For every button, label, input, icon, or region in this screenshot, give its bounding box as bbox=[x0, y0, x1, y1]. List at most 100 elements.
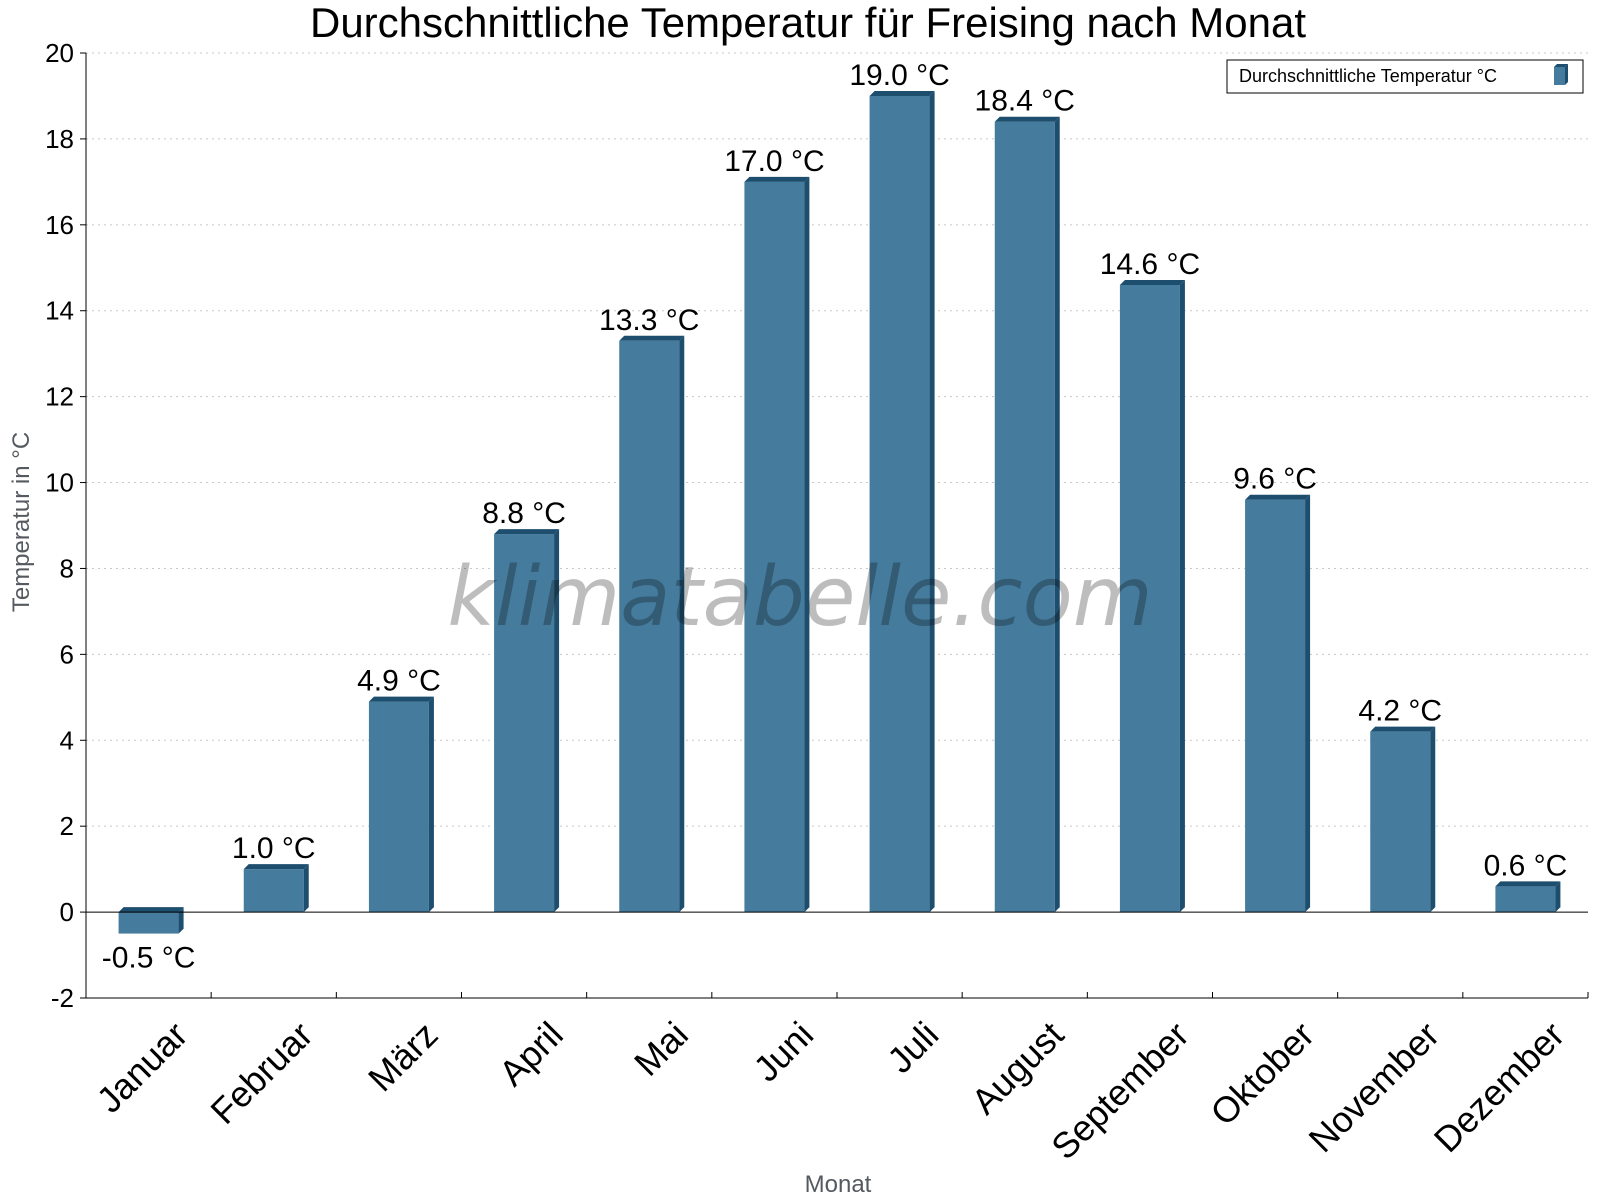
bar-front bbox=[1119, 284, 1180, 913]
bar-front bbox=[243, 869, 304, 913]
bar-front bbox=[619, 340, 680, 913]
bar-side bbox=[1430, 726, 1436, 913]
x-tick-label: Mai bbox=[626, 1014, 696, 1084]
y-tick-label: -2 bbox=[51, 983, 74, 1013]
bar-top bbox=[744, 176, 810, 182]
x-axis: Januar Februar März April Mai Juni Juli AugustS… bbox=[86, 911, 1589, 1168]
bar-april bbox=[494, 529, 560, 913]
bar-side bbox=[428, 696, 434, 913]
x-tick-label: Februar bbox=[202, 1014, 320, 1132]
bar-top bbox=[869, 90, 935, 96]
data-label: 1.0 °C bbox=[232, 832, 316, 865]
bar-märz bbox=[368, 696, 434, 913]
x-tick-label: Dezember bbox=[1426, 1014, 1572, 1160]
legend-swatch-front bbox=[1554, 67, 1565, 85]
y-axis: -2 0 2 4 6 8 10 12 14 16 18 20 bbox=[45, 38, 87, 1013]
legend: Durchschnittliche Temperatur °C bbox=[1226, 59, 1584, 94]
bar-top bbox=[619, 335, 685, 341]
y-tick-label: 8 bbox=[60, 553, 74, 583]
data-label: 18.4 °C bbox=[975, 85, 1075, 118]
legend-swatch-side bbox=[1565, 64, 1568, 85]
y-tick-label: 14 bbox=[45, 296, 74, 326]
bar-september bbox=[1119, 279, 1185, 913]
bar-top bbox=[1119, 279, 1185, 285]
bar-side bbox=[303, 864, 309, 913]
bar-januar bbox=[118, 907, 184, 934]
y-tick-label: 16 bbox=[45, 210, 74, 240]
bar-side bbox=[554, 529, 560, 913]
bar-oktober bbox=[1245, 494, 1311, 913]
bar-front bbox=[118, 912, 179, 934]
bar-side bbox=[804, 176, 810, 913]
data-label: 13.3 °C bbox=[599, 304, 699, 337]
bar-august bbox=[994, 116, 1060, 913]
legend-label: Durchschnittliche Temperatur °C bbox=[1239, 66, 1497, 86]
bar-november bbox=[1370, 726, 1436, 913]
bar-top bbox=[243, 864, 309, 870]
data-label: 4.2 °C bbox=[1358, 695, 1442, 728]
bar-mai bbox=[619, 335, 685, 913]
grid-lines bbox=[86, 52, 1588, 827]
legend-swatch-top bbox=[1554, 64, 1568, 67]
watermark: klimatabelle.com bbox=[447, 550, 1152, 645]
bar-februar bbox=[243, 864, 309, 913]
bar-side bbox=[178, 907, 184, 934]
y-tick-label: 20 bbox=[45, 38, 74, 68]
x-tick-label: März bbox=[360, 1014, 446, 1100]
bars bbox=[118, 90, 1561, 934]
bar-front bbox=[494, 534, 555, 913]
bar-front bbox=[994, 121, 1055, 913]
x-axis-title: Monat bbox=[805, 1171, 872, 1198]
bar-front bbox=[869, 95, 930, 913]
y-tick-label: 18 bbox=[45, 124, 74, 154]
y-tick-label: 4 bbox=[60, 725, 74, 755]
data-label: 17.0 °C bbox=[724, 145, 824, 178]
bar-dezember bbox=[1495, 881, 1561, 913]
bar-front bbox=[368, 701, 429, 913]
bar-top bbox=[994, 116, 1060, 122]
x-tick-label: Juni bbox=[745, 1014, 821, 1090]
bar-front bbox=[1245, 499, 1306, 913]
bar-side bbox=[679, 335, 685, 913]
bar-juli bbox=[869, 90, 935, 913]
bar-side bbox=[1555, 881, 1561, 913]
data-label: 0.6 °C bbox=[1484, 849, 1568, 882]
bar-side bbox=[929, 90, 935, 913]
bar-side bbox=[1054, 116, 1060, 913]
bar-side bbox=[1179, 279, 1185, 913]
bar-top bbox=[494, 529, 560, 535]
data-label: 8.8 °C bbox=[482, 497, 566, 530]
bar-front bbox=[1370, 731, 1431, 913]
y-axis-title: Temperatur in °C bbox=[8, 432, 35, 612]
y-tick-label: 12 bbox=[45, 382, 74, 412]
y-tick-label: 10 bbox=[45, 468, 74, 498]
legend-box bbox=[1226, 59, 1584, 94]
bar-side bbox=[1305, 494, 1311, 913]
bar-top bbox=[1245, 494, 1311, 500]
bar-top bbox=[1495, 881, 1561, 887]
bar-top bbox=[118, 907, 184, 913]
data-labels: -0.5 °C 1.0 °C 4.9 °C 8.8 °C 13.3 °C 17.0 °C 1… bbox=[102, 59, 1568, 975]
data-label: 19.0 °C bbox=[849, 59, 949, 92]
bar-top bbox=[368, 696, 434, 702]
chart-title: Durchschnittliche Temperatur für Freisin… bbox=[310, 0, 1306, 46]
x-tick-label: September bbox=[1043, 1014, 1197, 1168]
bar-front bbox=[1495, 886, 1556, 913]
x-tick-label: Oktober bbox=[1202, 1014, 1322, 1134]
legend-swatch bbox=[1554, 64, 1568, 85]
y-tick-label: 0 bbox=[60, 897, 74, 927]
x-tick-label: April bbox=[491, 1014, 571, 1094]
data-label: 14.6 °C bbox=[1100, 248, 1200, 281]
x-tick-label: Juli bbox=[879, 1014, 946, 1081]
y-tick-label: 6 bbox=[60, 639, 74, 669]
bar-top bbox=[1370, 726, 1436, 732]
x-tick-label: August bbox=[963, 1014, 1071, 1122]
bar-front bbox=[744, 181, 805, 913]
bar-juni bbox=[744, 176, 810, 913]
data-label: 9.6 °C bbox=[1233, 463, 1317, 496]
data-label: -0.5 °C bbox=[102, 942, 196, 975]
x-tick-label: November bbox=[1301, 1014, 1447, 1160]
x-tick-label: Januar bbox=[89, 1014, 196, 1121]
data-label: 4.9 °C bbox=[357, 665, 441, 698]
